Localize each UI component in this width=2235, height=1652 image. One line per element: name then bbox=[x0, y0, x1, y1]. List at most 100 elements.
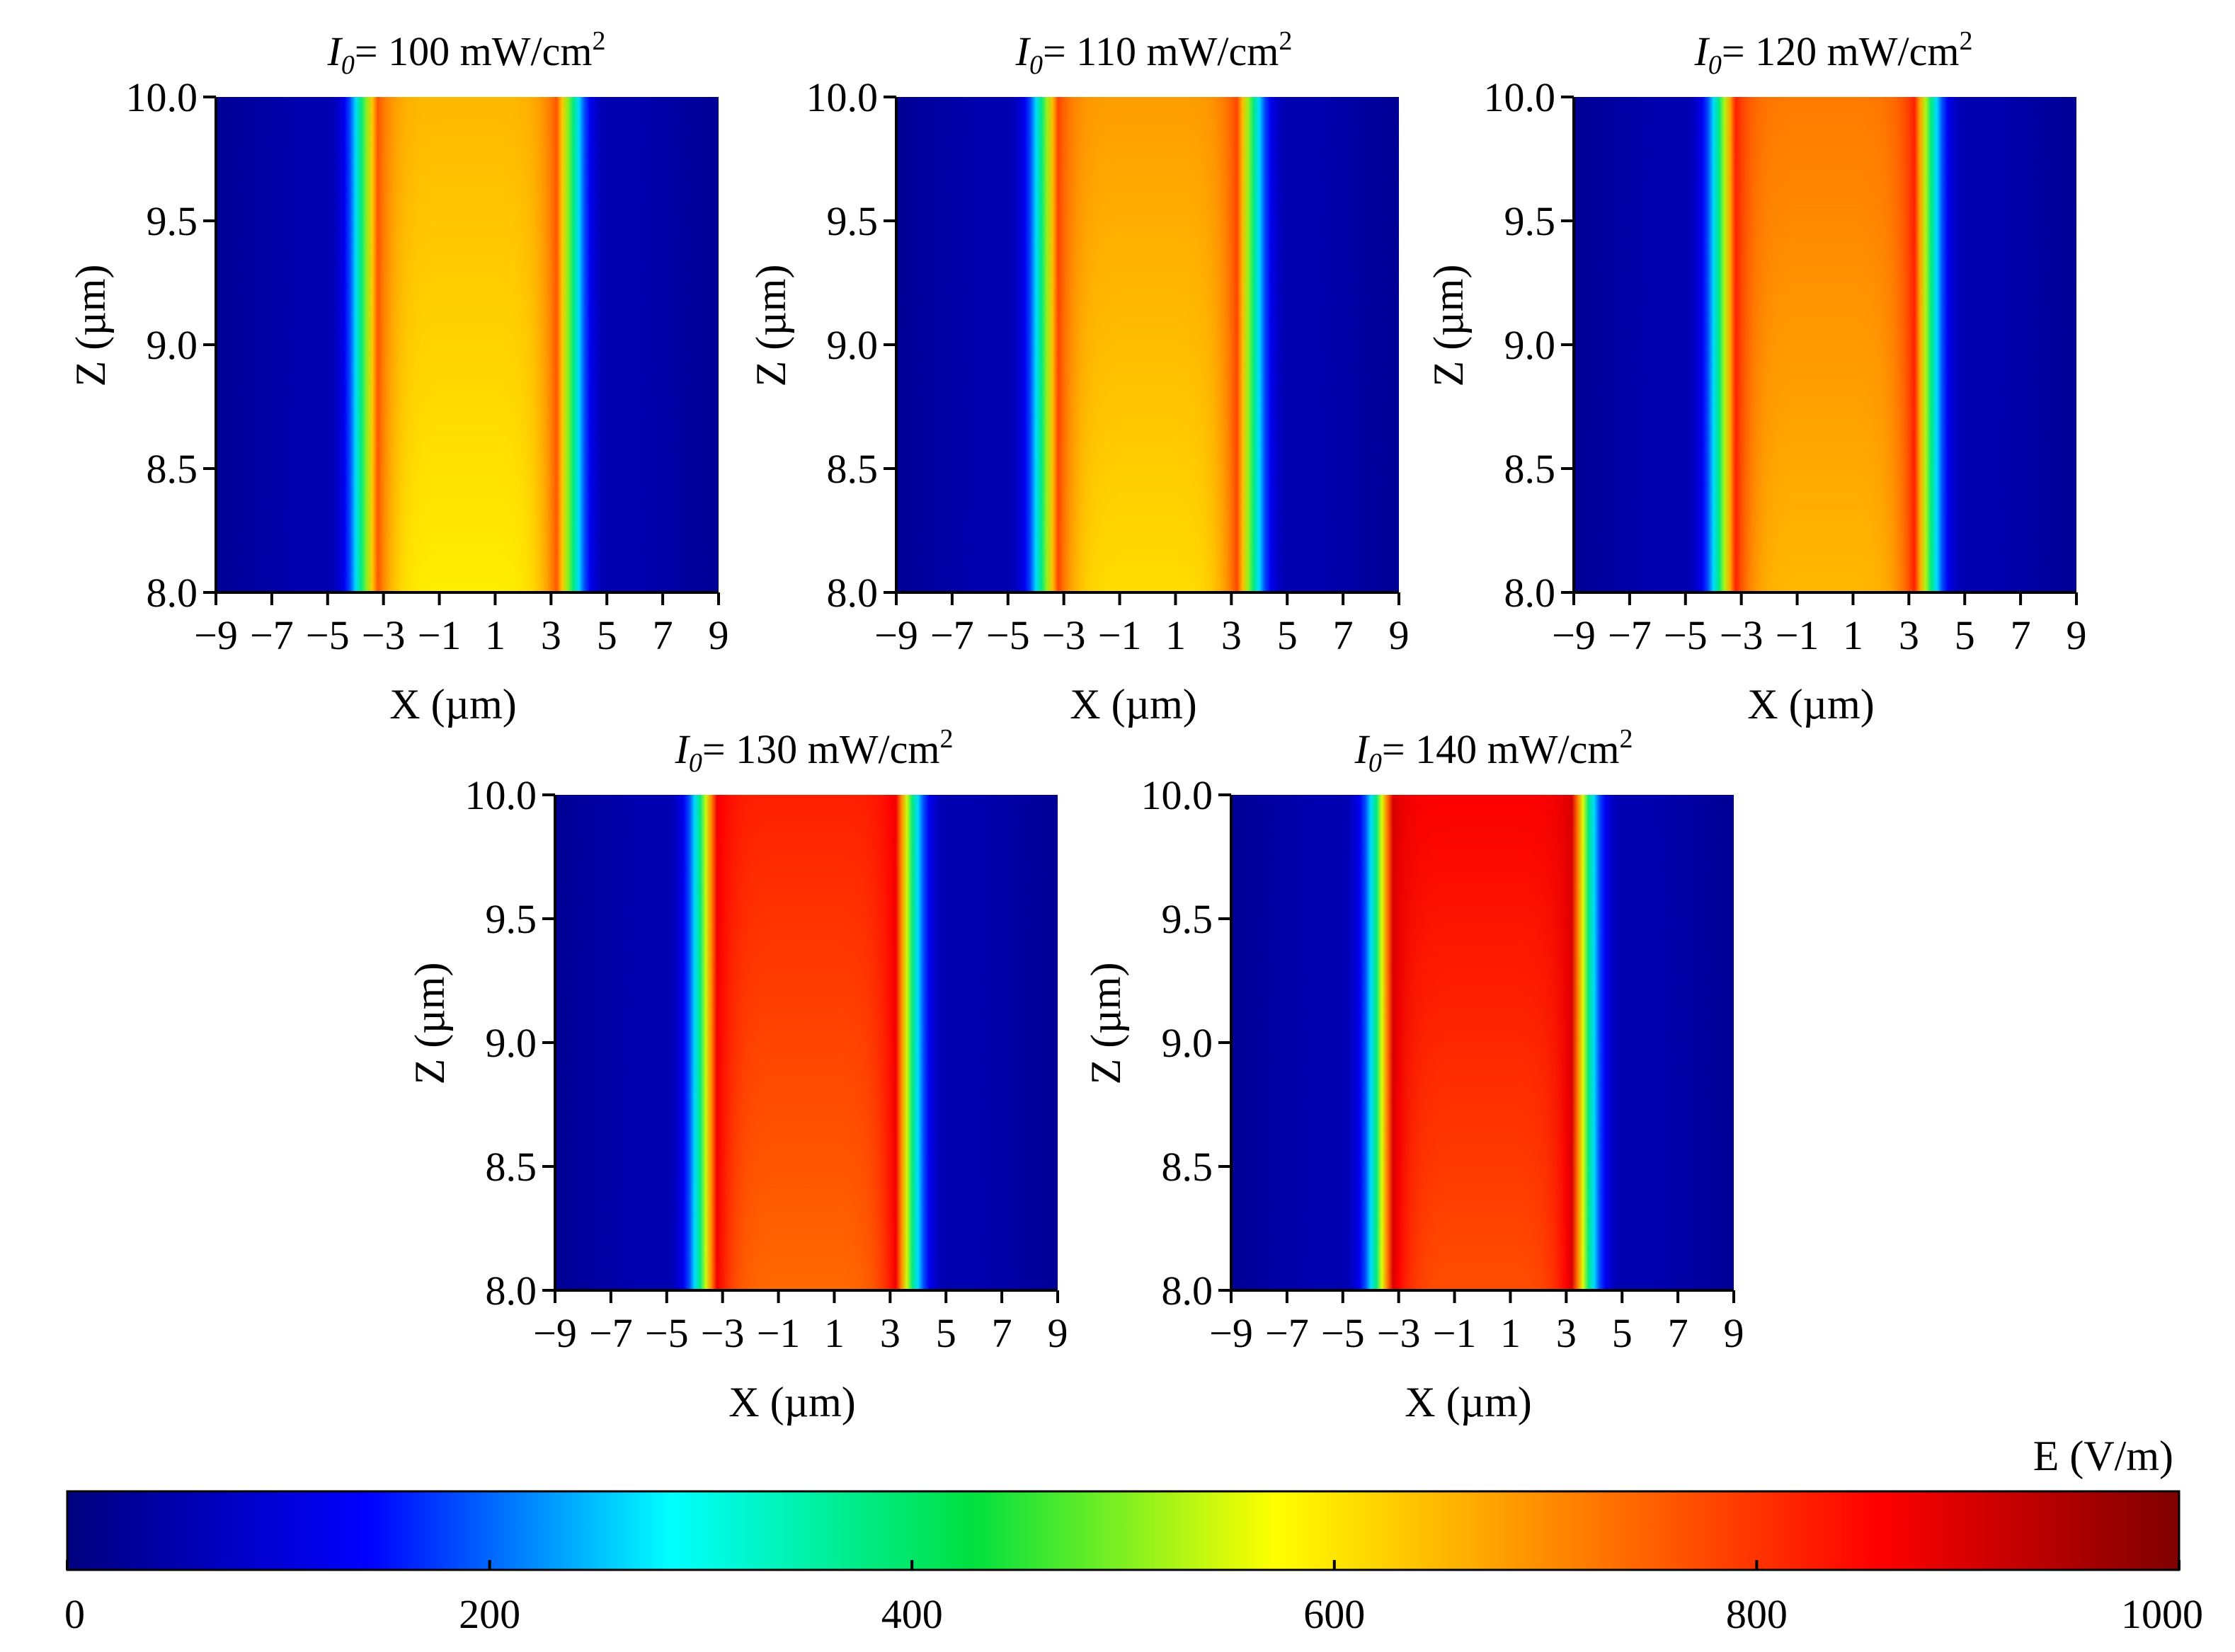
colorbar-tick-label: 400 bbox=[881, 1591, 943, 1637]
y-axis-label: Z (µm) bbox=[406, 963, 453, 1085]
y-tick-label: 9.0 bbox=[827, 322, 879, 368]
x-tick-label: 7 bbox=[653, 612, 673, 658]
x-tick-label: 1 bbox=[485, 612, 505, 658]
colorbar-gradient bbox=[66, 1490, 2180, 1571]
panel-title: I0= 130 mW/cm2 bbox=[675, 724, 954, 778]
x-tick-label: 5 bbox=[1277, 612, 1298, 658]
y-axis-label: Z (µm) bbox=[1082, 963, 1129, 1085]
y-tick-label: 8.5 bbox=[827, 446, 879, 492]
x-tick-label: −7 bbox=[930, 612, 974, 658]
y-tick-label: 10.0 bbox=[1484, 74, 1556, 120]
y-tick-label: 9.5 bbox=[1162, 896, 1213, 942]
x-tick-label: −5 bbox=[1664, 612, 1708, 658]
heatmap-field-lower bbox=[216, 97, 719, 592]
y-tick-label: 9.0 bbox=[1504, 322, 1556, 368]
x-tick-label: 3 bbox=[1899, 612, 1919, 658]
colorbar-tick-label: 600 bbox=[1303, 1591, 1365, 1637]
x-tick-label: −3 bbox=[1720, 612, 1764, 658]
panel-title: I0= 120 mW/cm2 bbox=[1694, 26, 1973, 80]
heatmap-field-lower bbox=[1231, 795, 1734, 1290]
x-axis-label: X (µm) bbox=[728, 1379, 856, 1426]
colorbar-label: E (V/m) bbox=[2033, 1433, 2173, 1479]
x-tick-label: −5 bbox=[306, 612, 350, 658]
x-tick-label: 7 bbox=[2011, 612, 2031, 658]
x-tick-label: 7 bbox=[1668, 1310, 1688, 1356]
x-tick-label: 1 bbox=[1165, 612, 1186, 658]
x-tick-label: −3 bbox=[1042, 612, 1086, 658]
x-tick-label: 3 bbox=[1221, 612, 1242, 658]
x-tick-label: −3 bbox=[362, 612, 406, 658]
x-tick-label: −9 bbox=[194, 612, 238, 658]
x-tick-label: 5 bbox=[1612, 1310, 1633, 1356]
panel: I0= 120 mW/cm2 X (µm) Z (µm) −9 −7 −5 −3 −1 1… bbox=[1425, 26, 2087, 728]
x-tick-label: −7 bbox=[250, 612, 294, 658]
y-tick-label: 9.5 bbox=[147, 198, 198, 244]
x-axis-label: X (µm) bbox=[1747, 681, 1875, 728]
x-tick-label: −7 bbox=[1608, 612, 1652, 658]
panel: I0= 140 mW/cm2 X (µm) Z (µm) −9 −7 −5 −3 −1 1… bbox=[1082, 724, 1744, 1426]
y-tick-label: 8.0 bbox=[827, 570, 879, 616]
heatmap-field-lower bbox=[1574, 97, 2076, 592]
x-tick-label: 7 bbox=[992, 1310, 1012, 1356]
y-tick-label: 8.0 bbox=[1504, 570, 1556, 616]
colorbar-tick-label: 800 bbox=[1726, 1591, 1788, 1637]
y-tick-label: 8.0 bbox=[486, 1268, 537, 1314]
panel-title: I0= 110 mW/cm2 bbox=[1015, 26, 1293, 80]
y-tick-label: 10.0 bbox=[806, 74, 879, 120]
x-tick-label: 9 bbox=[1048, 1310, 1068, 1356]
x-tick-label: 1 bbox=[1843, 612, 1863, 658]
heatmap-field-lower bbox=[555, 795, 1058, 1290]
x-tick-label: −1 bbox=[757, 1310, 801, 1356]
y-tick-label: 10.0 bbox=[1141, 772, 1213, 818]
colorbar: E (V/m) 0 200 400 600 800 1000 bbox=[64, 1433, 2203, 1637]
y-tick-label: 8.5 bbox=[486, 1144, 537, 1190]
x-axis-label: X (µm) bbox=[389, 681, 517, 728]
x-tick-label: −9 bbox=[874, 612, 918, 658]
y-tick-label: 9.0 bbox=[486, 1020, 537, 1066]
x-tick-label: −1 bbox=[418, 612, 462, 658]
y-tick-label: 10.0 bbox=[465, 772, 537, 818]
x-tick-label: 1 bbox=[824, 1310, 845, 1356]
x-tick-label: 5 bbox=[597, 612, 617, 658]
x-axis-label: X (µm) bbox=[1070, 681, 1197, 728]
y-axis-label: Z (µm) bbox=[67, 265, 114, 387]
y-tick-label: 9.5 bbox=[1504, 198, 1556, 244]
x-tick-label: 9 bbox=[2067, 612, 2087, 658]
panel: I0= 110 mW/cm2 X (µm) Z (µm) −9 −7 −5 −3 −1 1… bbox=[748, 26, 1410, 728]
colorbar-tick-label: 0 bbox=[64, 1591, 85, 1637]
y-axis-label: Z (µm) bbox=[748, 265, 794, 387]
x-tick-label: 9 bbox=[709, 612, 729, 658]
panel: I0= 100 mW/cm2 X (µm) Z (µm) −9 −7 −5 −3 −1 1… bbox=[67, 26, 729, 728]
colorbar-tick-label: 1000 bbox=[2121, 1591, 2203, 1637]
x-tick-label: −1 bbox=[1098, 612, 1142, 658]
x-tick-label: −3 bbox=[701, 1310, 745, 1356]
heatmap-field-lower bbox=[896, 97, 1399, 592]
x-tick-label: 3 bbox=[880, 1310, 901, 1356]
x-tick-label: −7 bbox=[1265, 1310, 1309, 1356]
x-tick-label: −5 bbox=[1321, 1310, 1365, 1356]
x-tick-label: −7 bbox=[589, 1310, 633, 1356]
x-tick-label: −9 bbox=[1552, 612, 1596, 658]
x-tick-label: −1 bbox=[1776, 612, 1819, 658]
x-tick-label: 9 bbox=[1724, 1310, 1744, 1356]
y-tick-label: 9.0 bbox=[1162, 1020, 1213, 1066]
x-tick-label: 9 bbox=[1389, 612, 1410, 658]
y-tick-label: 9.5 bbox=[486, 896, 537, 942]
x-tick-label: 7 bbox=[1333, 612, 1354, 658]
x-tick-label: 3 bbox=[1556, 1310, 1577, 1356]
panel: I0= 130 mW/cm2 X (µm) Z (µm) −9 −7 −5 −3 −1 1… bbox=[406, 724, 1068, 1426]
x-axis-label: X (µm) bbox=[1405, 1379, 1532, 1426]
x-tick-label: 5 bbox=[936, 1310, 956, 1356]
x-tick-label: −5 bbox=[645, 1310, 689, 1356]
y-tick-label: 8.5 bbox=[1504, 446, 1556, 492]
y-axis-label: Z (µm) bbox=[1425, 265, 1472, 387]
y-tick-label: 10.0 bbox=[126, 74, 198, 120]
y-tick-label: 9.0 bbox=[147, 322, 198, 368]
x-tick-label: 1 bbox=[1500, 1310, 1521, 1356]
x-tick-label: −9 bbox=[1209, 1310, 1253, 1356]
panel-title: I0= 140 mW/cm2 bbox=[1354, 724, 1633, 778]
x-tick-label: −5 bbox=[986, 612, 1030, 658]
x-tick-label: −9 bbox=[533, 1310, 577, 1356]
colorbar-tick-label: 200 bbox=[459, 1591, 520, 1637]
